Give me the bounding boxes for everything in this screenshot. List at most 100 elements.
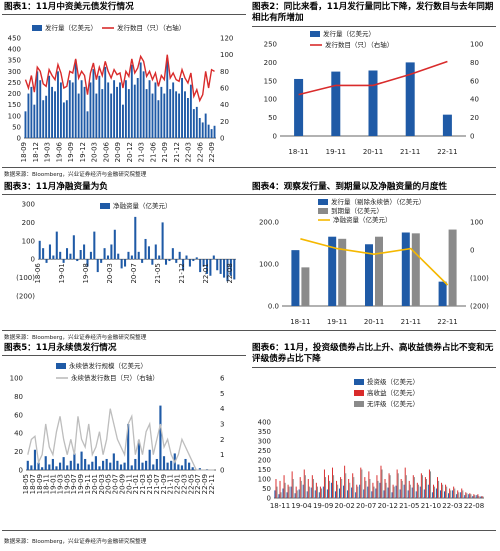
bar — [119, 464, 123, 470]
bar — [450, 490, 452, 498]
x-tick-label: 22-07 — [194, 474, 202, 494]
bar — [430, 471, 432, 498]
bar — [387, 487, 389, 498]
bar — [83, 244, 86, 260]
bar — [84, 458, 87, 470]
chart5-title: 图表5：11月永续债发行情况 — [4, 343, 117, 353]
bar — [89, 251, 92, 260]
bar — [478, 496, 480, 498]
bar — [403, 484, 405, 498]
y-tick-label: 0 — [267, 495, 271, 503]
y-tick-label: 200 — [8, 90, 21, 98]
bar — [184, 91, 186, 138]
bar — [389, 475, 391, 498]
bar — [340, 477, 342, 498]
y-tick-label: 0 — [17, 135, 21, 143]
bar — [415, 491, 417, 498]
bar — [298, 489, 300, 498]
x-tick-label: 19-09 — [313, 502, 333, 510]
bar — [119, 82, 121, 138]
bar — [184, 458, 187, 470]
bar — [37, 462, 40, 470]
bar — [74, 60, 77, 138]
y-tick-label: 100 — [258, 476, 271, 484]
y-tick-label: 50 — [12, 123, 21, 131]
bar — [442, 484, 444, 498]
bar — [27, 93, 30, 138]
bar — [325, 477, 327, 498]
bar — [45, 95, 48, 138]
y2-tick-label: 100 — [220, 51, 233, 59]
y-tick-label: 100 — [10, 375, 23, 383]
legend-item-volume-label: 发行量（亿美元） — [45, 23, 97, 32]
chart4-title: 图表4：观察发行量、到期量以及净融资量的月度性 — [252, 182, 448, 192]
bar — [365, 480, 367, 498]
bar — [294, 78, 304, 136]
x-tick-label: 19-06 — [55, 141, 63, 162]
bar — [291, 471, 293, 498]
bar — [288, 486, 290, 498]
source-note-1: 数据来源：Bloomberg，兴业证券经济与金融研究院整理 — [4, 172, 147, 178]
bar — [308, 486, 310, 498]
bar — [375, 488, 377, 498]
bar — [133, 84, 136, 138]
bar — [438, 480, 440, 498]
bar — [154, 82, 157, 138]
bar — [280, 492, 282, 498]
y2-tick-label: 20 — [470, 114, 479, 122]
y-tick-label: 0 — [273, 133, 277, 141]
bar — [428, 469, 430, 498]
chart6-title: 图表6：11月，投资级债券占比上升、高收益债券占比不变和无评级债券占比下降 — [252, 343, 494, 364]
bar — [347, 490, 349, 498]
y-tick-label: 150 — [8, 101, 21, 109]
bar — [52, 255, 55, 260]
bar — [306, 491, 308, 498]
bar-maturity — [411, 233, 420, 306]
x-tick-label: 20-06 — [102, 141, 110, 162]
bar — [76, 463, 80, 470]
bar — [226, 259, 229, 282]
x-tick-label: 21-01 — [132, 474, 140, 494]
bar — [188, 462, 191, 470]
y-tick-label: 50 — [268, 114, 277, 122]
y-tick-label: 250 — [258, 447, 271, 455]
y-tick-label: 80 — [14, 393, 23, 401]
source-note-3: 数据来源：Bloomberg，兴业证券经济与金融研究院整理 — [4, 539, 147, 545]
bar — [385, 482, 387, 498]
bar — [93, 231, 96, 260]
bar — [465, 492, 467, 498]
bar — [198, 468, 201, 470]
bar — [284, 482, 286, 498]
bar — [201, 122, 204, 138]
bar — [219, 259, 222, 274]
x-tick-label: 21-10 — [421, 502, 441, 510]
bar — [334, 491, 336, 498]
bar — [329, 480, 331, 498]
bar — [127, 251, 130, 260]
bar — [48, 75, 51, 138]
bar — [404, 467, 406, 498]
x-tick-label: 19-04 — [291, 502, 312, 510]
x-tick-label: 18-11 — [288, 148, 308, 156]
bar — [477, 494, 479, 498]
bar — [229, 259, 232, 276]
x-tick-label: 18-11 — [43, 474, 51, 494]
bar — [468, 494, 470, 498]
x-tick-label: 20-07 — [356, 502, 376, 510]
bar — [101, 89, 104, 138]
y-tick-label: 40 — [14, 430, 23, 438]
bar — [349, 482, 351, 498]
bar — [124, 259, 127, 267]
x-tick-label: 19-01 — [50, 474, 58, 494]
y-tick-label: 200.0 — [259, 219, 279, 227]
bar — [151, 93, 154, 138]
bar — [62, 259, 65, 263]
bar — [278, 494, 280, 498]
bar — [345, 473, 347, 498]
x-tick-label: 19-07 — [70, 474, 78, 494]
bar — [368, 471, 370, 498]
x-tick-label: 21-03 — [139, 474, 147, 494]
x-tick-label: 21-09 — [161, 142, 169, 162]
legend-item-nr-label: 无评级（亿美元） — [367, 399, 419, 408]
